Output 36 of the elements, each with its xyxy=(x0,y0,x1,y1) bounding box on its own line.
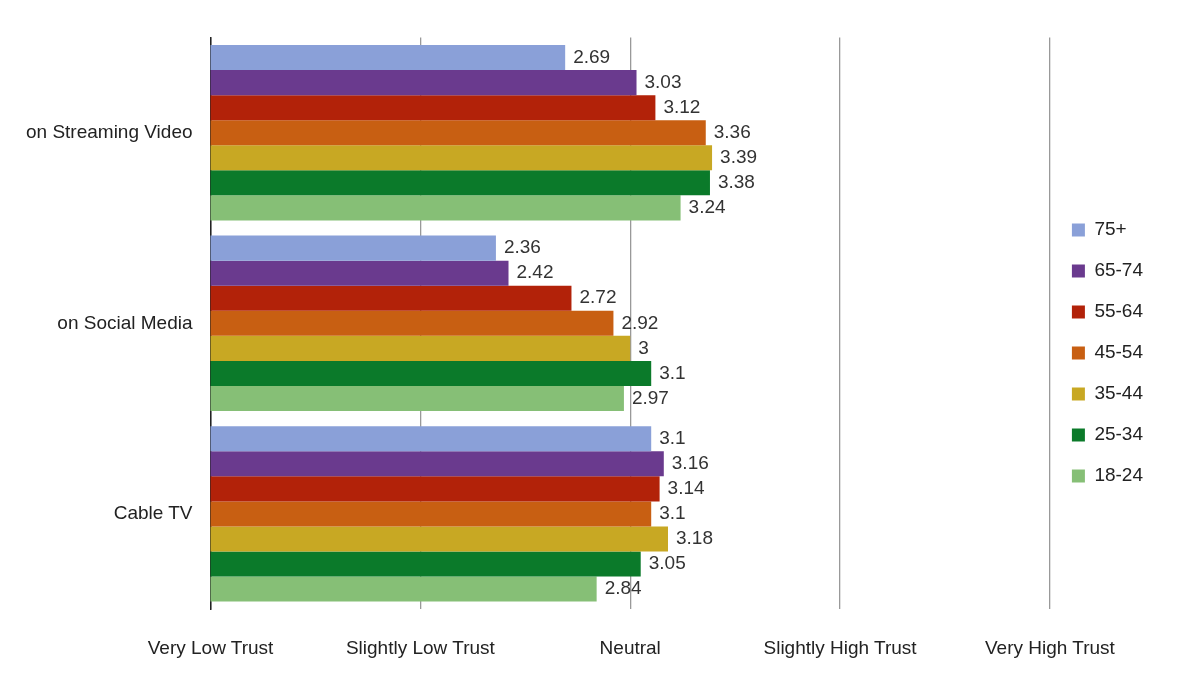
data-label: 2.92 xyxy=(621,311,659,333)
legend-label: 45-54 xyxy=(1094,341,1144,363)
data-label: 3.1 xyxy=(659,426,686,448)
legend-label: 75+ xyxy=(1094,218,1127,240)
text: Slightly High Trust xyxy=(763,636,918,658)
y-tick-label: Cable TV xyxy=(113,502,193,524)
data-label: 3.05 xyxy=(648,552,686,574)
data-label: 2.72 xyxy=(579,286,617,308)
text: Slightly Low Trust xyxy=(345,636,496,658)
data-label: 3.03 xyxy=(644,70,682,92)
data-label: 3.38 xyxy=(717,171,755,193)
data-label: 3.14 xyxy=(667,477,706,499)
data-label: 3.16 xyxy=(671,452,709,474)
data-label: 3.24 xyxy=(688,196,726,218)
y-tick-label: on Social Media xyxy=(57,311,193,333)
data-label: 3.18 xyxy=(675,527,713,549)
data-label: 2.69 xyxy=(573,45,611,67)
text: Very High Trust xyxy=(984,636,1116,658)
data-label: 3.1 xyxy=(659,502,686,524)
data-label: 2.42 xyxy=(516,261,554,283)
data-label: 2.36 xyxy=(503,236,541,258)
legend-label: 65-74 xyxy=(1094,259,1144,281)
legend-label: 55-64 xyxy=(1094,300,1144,322)
data-label: 2.97 xyxy=(631,386,669,408)
data-label: 2.84 xyxy=(604,577,643,599)
legend-label: 35-44 xyxy=(1094,382,1144,404)
text: Neutral xyxy=(599,636,661,658)
data-label: 3.39 xyxy=(720,145,758,167)
data-label: 3.1 xyxy=(659,361,686,383)
legend-label: 25-34 xyxy=(1094,423,1144,445)
data-label: 3.36 xyxy=(713,120,751,142)
y-tick-label: on Streaming Video xyxy=(25,120,193,142)
text: Very Low Trust xyxy=(147,636,275,658)
data-label: 3 xyxy=(638,336,649,358)
legend-label: 18-24 xyxy=(1094,464,1144,486)
data-label: 3.12 xyxy=(663,95,701,117)
